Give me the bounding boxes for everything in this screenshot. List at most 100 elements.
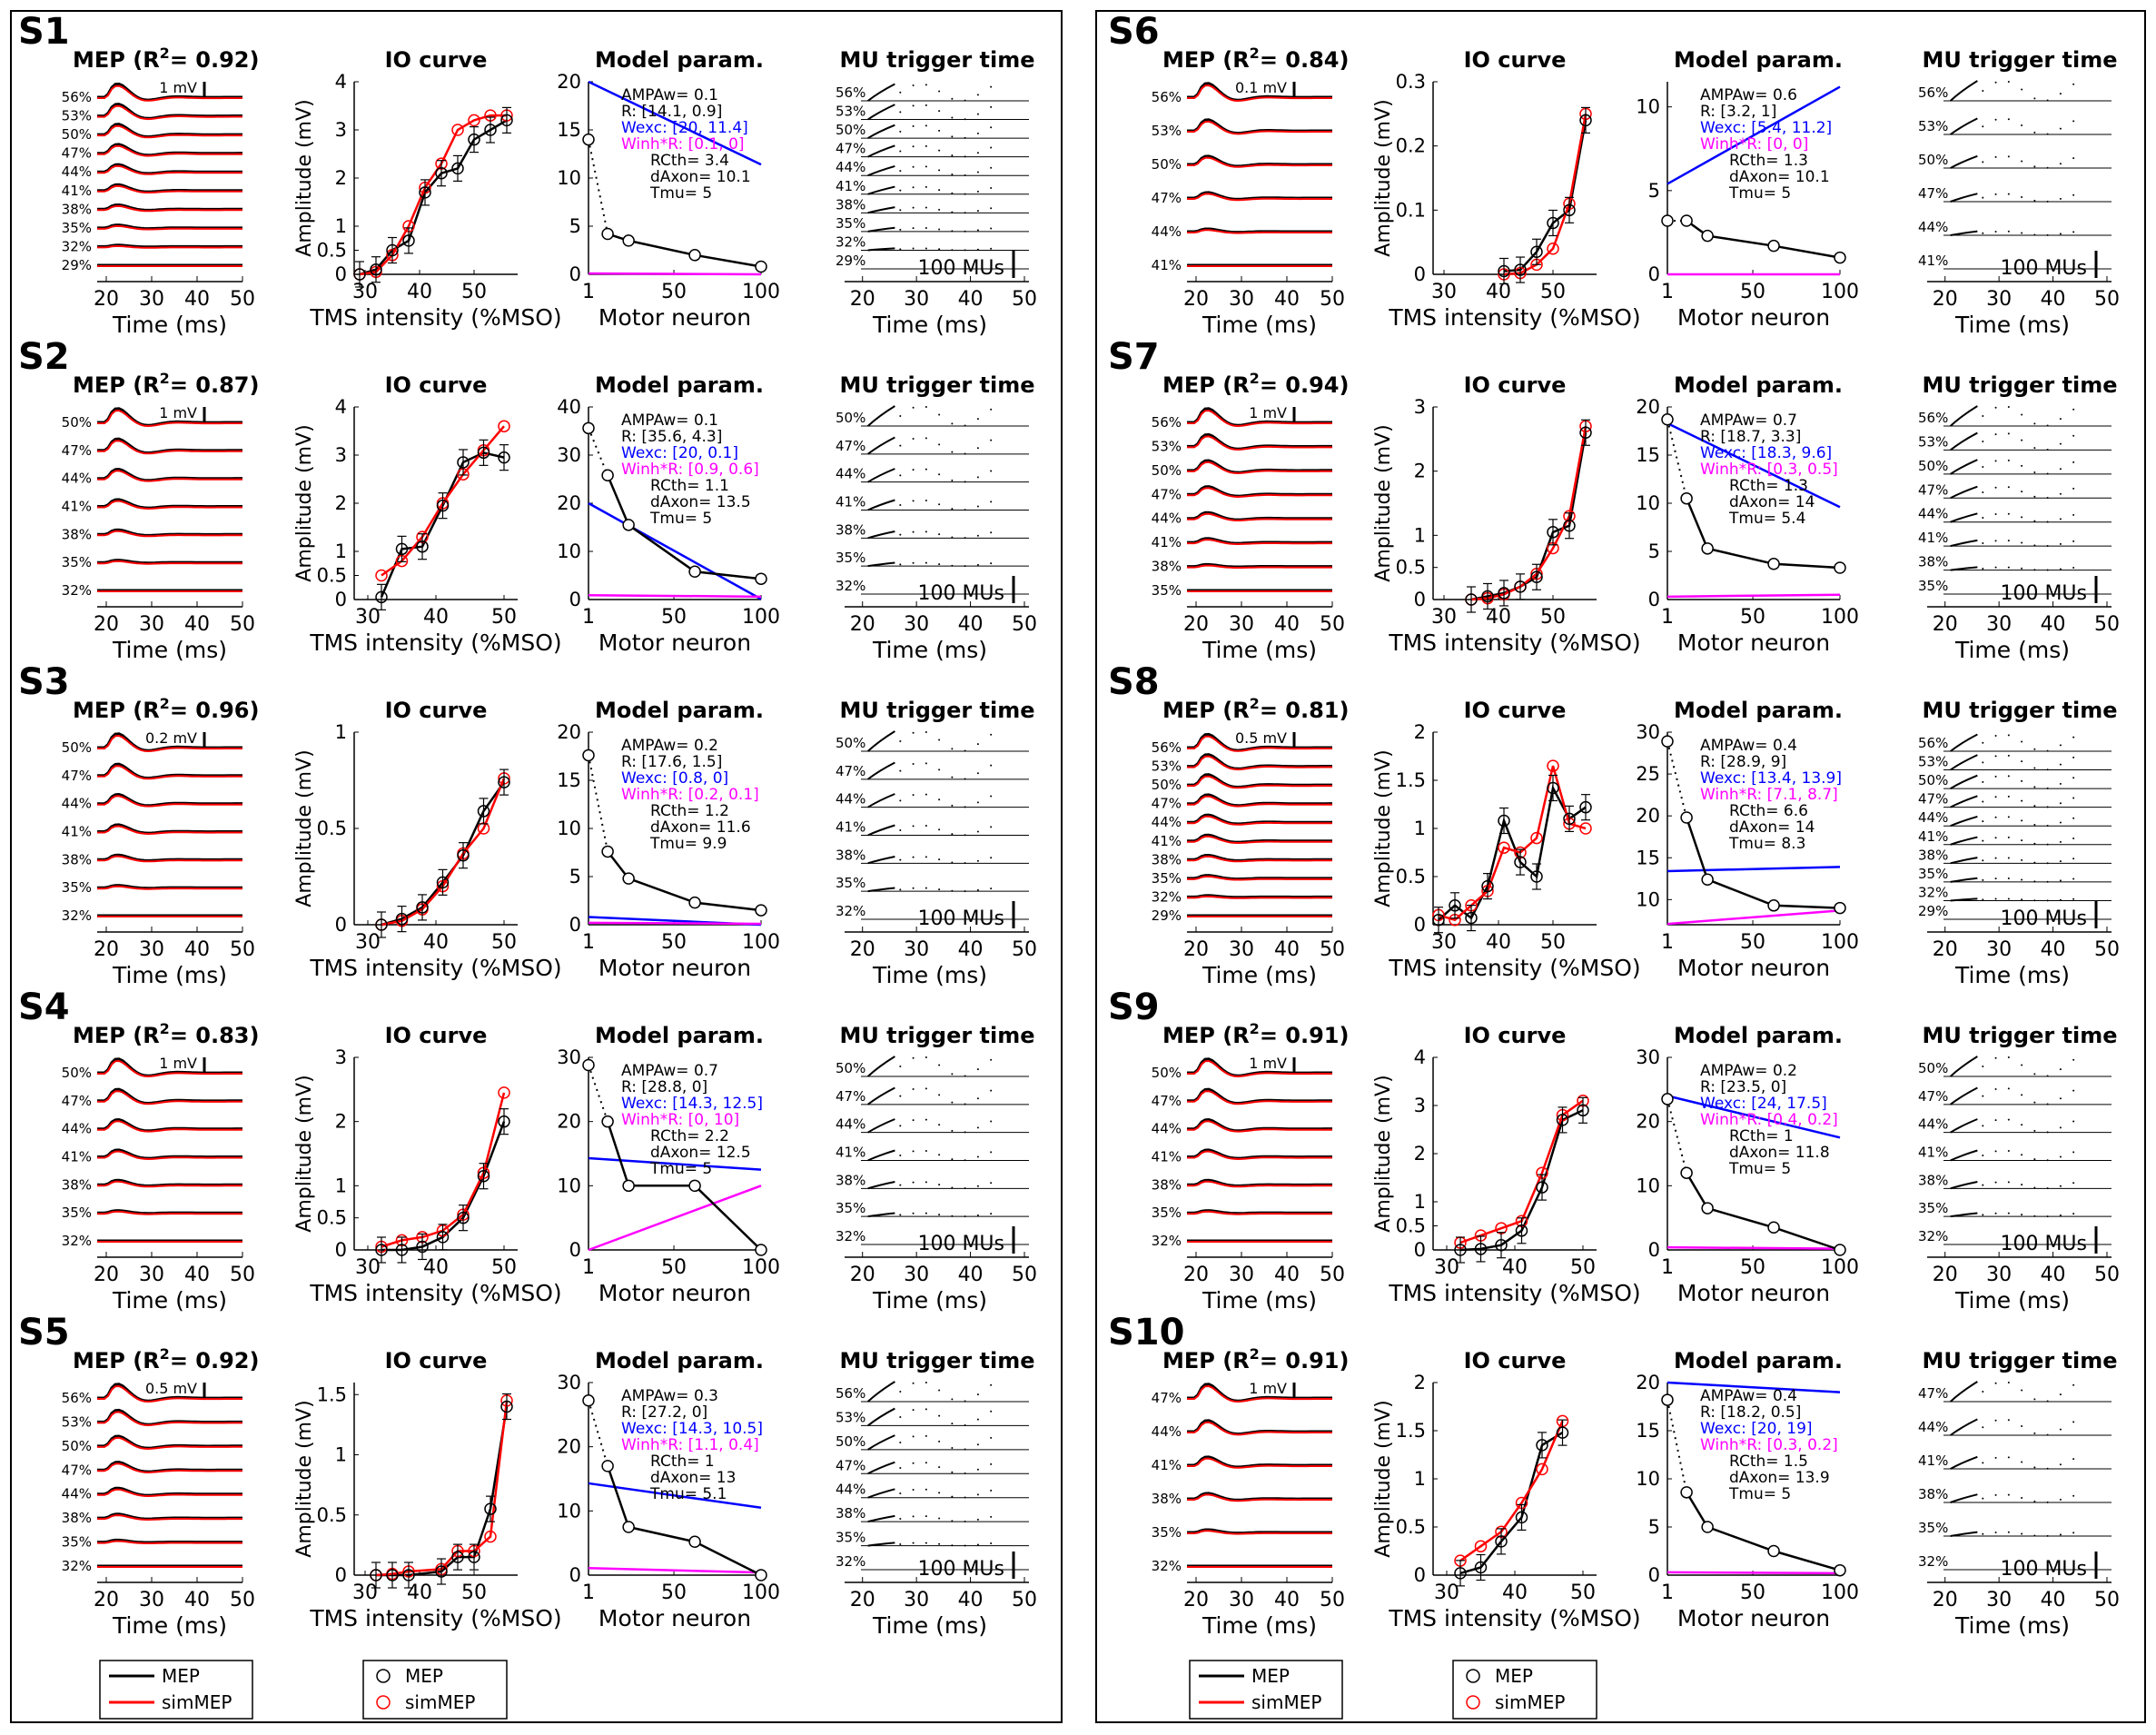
mu-trigger-dot (1994, 540, 1997, 542)
mep-intensity-label: 47% (62, 1462, 92, 1478)
mu-trigger-dot (1982, 232, 1984, 234)
model-r-point (582, 1394, 595, 1407)
mu-trigger-dot (912, 247, 915, 250)
mu-intensity-label: 44% (836, 1482, 865, 1498)
io-mep-point (1481, 590, 1494, 603)
mu-trigger-dot (2021, 799, 2023, 802)
mep-intensity-label: 44% (62, 164, 92, 180)
mu-trigger-dot (2046, 1467, 2049, 1470)
mu-trigger-dot (2059, 163, 2062, 165)
model-r-curve (1685, 817, 1841, 909)
mu-trigger-dot (912, 227, 915, 230)
model-x-tick-label: 50 (661, 606, 687, 629)
model-r-point (688, 565, 701, 579)
mu-intensity-label: 56% (1918, 410, 1948, 426)
mu-trigger-dot (2007, 230, 2010, 233)
model-param-text: R: [17.6, 1.5] (621, 753, 722, 771)
model-y-tick-label: 10 (1636, 492, 1660, 514)
mu-trigger-dot (899, 474, 902, 477)
model-param-text: Tmu= 8.3 (1728, 835, 1805, 853)
mu-intensity-label: 44% (1918, 809, 1948, 826)
mu-trigger-dot (964, 1448, 966, 1451)
mep-x-tick-label: 40 (1274, 1589, 1300, 1611)
simmep-trace (1187, 755, 1332, 771)
legend-mep-label: MEP (1251, 1665, 1290, 1687)
mu-trigger-dot (2059, 1068, 2062, 1071)
io-x-tick-label: 40 (407, 281, 432, 303)
right-frame (1095, 10, 2146, 1723)
mu-trigger-dot (2021, 819, 2023, 822)
mu-trigger-dot (1982, 839, 1984, 842)
mu-x-tick-label: 30 (1986, 288, 2012, 311)
mep-x-tick-label: 30 (1229, 288, 1254, 311)
subject-label: S10 (1108, 1312, 1184, 1353)
mu-trigger-dot (1982, 466, 1984, 468)
mep-intensity-label: 50% (1152, 462, 1182, 479)
mu-trigger-dot (951, 748, 954, 750)
mu-x-axis-label: Time (ms) (1954, 1287, 2070, 1314)
mep-intensity-label: 44% (1152, 1423, 1182, 1440)
mu-trigger-dot (912, 561, 915, 564)
mu-trigger-dot (2046, 569, 2049, 571)
mu-trigger-curve (1950, 1212, 1978, 1218)
mu-trigger-curve (867, 124, 895, 139)
io-y-tick-label: 0.5 (1396, 1516, 1426, 1538)
mu-trigger-dot (912, 530, 915, 533)
mu-trigger-dot (899, 563, 902, 566)
model-y-tick-label: 0 (1648, 1564, 1660, 1586)
mu-trigger-dot (976, 1518, 979, 1521)
io-mep-point (1536, 1181, 1548, 1194)
io-mep-point (451, 1551, 464, 1563)
io-mep-fit-line (1459, 1432, 1564, 1575)
model-param-text: R: [28.8, 0] (621, 1078, 707, 1096)
mu-trigger-dot (976, 1543, 979, 1546)
mep-x-tick-label: 40 (184, 938, 210, 961)
mep-r2-value: 0.91 (1285, 1348, 1339, 1373)
mu-trigger-dot (925, 1408, 927, 1411)
mu-x-tick-label: 40 (2041, 613, 2066, 636)
mu-trigger-curve (1949, 1381, 1978, 1403)
mu-intensity-label: 41% (1918, 828, 1948, 845)
mu-trigger-dot (990, 1058, 993, 1061)
model-param-text: AMPAw= 0.2 (1700, 1062, 1797, 1080)
mu-intensity-label: 47% (1918, 481, 1948, 498)
mu-trigger-dot (2059, 898, 2062, 901)
io-simmep-point (1547, 759, 1559, 772)
model-y-tick-label: 10 (557, 167, 581, 189)
model-y-tick-label: 40 (557, 396, 581, 418)
mu-intensity-label: 38% (836, 1505, 865, 1522)
mep-title-eq: = (1260, 47, 1285, 73)
model-winh-line (1666, 1571, 1841, 1575)
mu-trigger-dot (925, 1056, 927, 1058)
mu-trigger-dot (912, 731, 915, 734)
io-mep-point (1563, 519, 1576, 532)
mep-intensity-label: 44% (62, 796, 92, 812)
mu-trigger-dot (2033, 880, 2036, 883)
io-mep-point (451, 162, 464, 175)
mu-x-tick-label: 30 (1986, 938, 2012, 961)
mep-intensity-label: 50% (62, 126, 92, 143)
mep-intensity-label: 32% (62, 238, 92, 254)
mep-x-tick-label: 40 (184, 1589, 210, 1611)
mep-title-close: ) (250, 1023, 260, 1048)
io-mep-point (1547, 526, 1559, 539)
model-r-point (1661, 413, 1674, 426)
io-mep-point (435, 1565, 448, 1578)
model-r-point (1834, 901, 1846, 915)
mep-title-close: ) (1340, 1348, 1350, 1373)
mep-title: MEP (R2= 0.87) (73, 370, 259, 398)
mu-trigger-dot (2033, 447, 2036, 450)
mu-trigger-dot (2033, 1398, 2036, 1401)
simmep-trace (1187, 409, 1332, 428)
mu-trigger-dot (912, 1489, 915, 1492)
mu-trigger-dot (1982, 517, 1984, 519)
mu-trigger-dot (2046, 749, 2049, 752)
mu-trigger-dot (912, 186, 915, 189)
mu-trigger-dot (938, 228, 941, 231)
io-y-tick-label: 0.5 (317, 818, 347, 839)
model-r-point (1834, 1244, 1846, 1256)
mep-intensity-label: 41% (62, 183, 92, 199)
io-mep-point (375, 918, 388, 931)
model-x-tick-label: 1 (1661, 281, 1674, 303)
mu-trigger-dot (2046, 545, 2049, 548)
